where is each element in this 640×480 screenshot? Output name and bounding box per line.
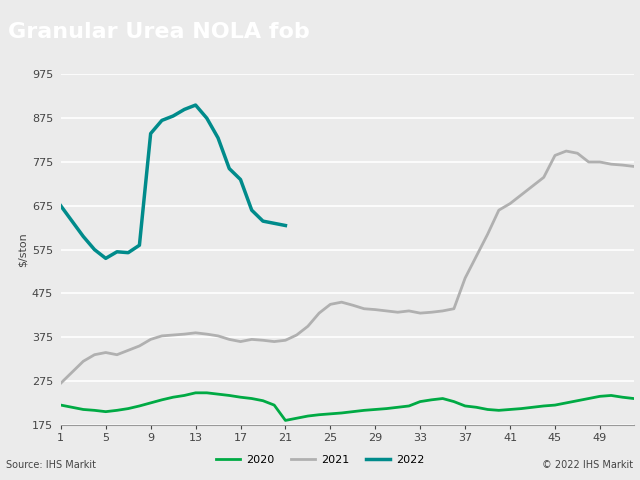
Y-axis label: $/ston: $/ston (18, 232, 28, 267)
Text: © 2022 IHS Markit: © 2022 IHS Markit (543, 460, 634, 470)
Legend: 2020, 2021, 2022: 2020, 2021, 2022 (211, 451, 429, 469)
Text: Source: IHS Markit: Source: IHS Markit (6, 460, 97, 470)
Text: Granular Urea NOLA fob: Granular Urea NOLA fob (8, 22, 309, 42)
